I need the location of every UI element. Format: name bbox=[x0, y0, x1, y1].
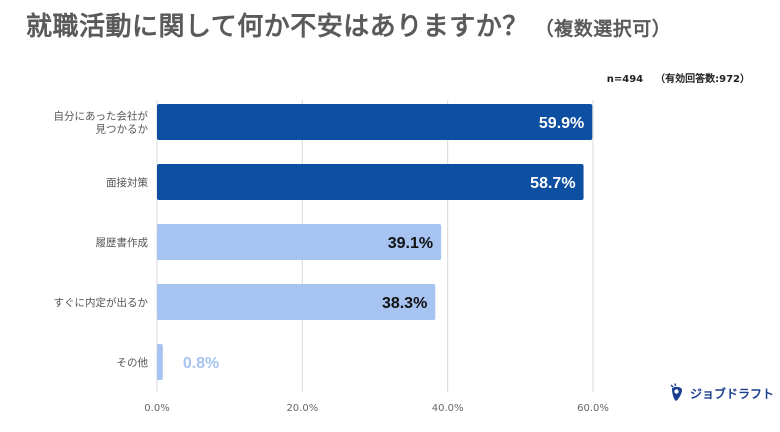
sample-size-n: n=494 bbox=[606, 74, 644, 85]
brand-logo-text: ジョブドラフト bbox=[690, 386, 775, 401]
chart-title: 就職活動に関して何か不安はありますか？ （複数選択可） bbox=[26, 6, 671, 43]
category-label: 自分にあった会社が bbox=[54, 110, 149, 123]
category-label: すぐに内定が出るか bbox=[54, 296, 149, 309]
sample-size-note: n=494 （有効回答数:972） bbox=[607, 70, 750, 85]
bar bbox=[157, 104, 593, 140]
data-label: 39.1% bbox=[388, 235, 433, 252]
category-label: 面接対策 bbox=[106, 176, 148, 189]
data-label: 59.9% bbox=[539, 115, 584, 132]
brand-logo: ジョブドラフト bbox=[668, 383, 774, 403]
data-label: 58.7% bbox=[530, 175, 575, 192]
category-label: 見つかるか bbox=[96, 124, 149, 136]
guitar-pick-icon bbox=[670, 383, 682, 401]
data-label: 0.8% bbox=[183, 355, 219, 372]
category-label: その他 bbox=[117, 356, 149, 369]
sample-size-valid: （有効回答数:972） bbox=[655, 74, 750, 85]
bar bbox=[157, 224, 442, 260]
bar bbox=[157, 284, 436, 320]
x-tick-label: 40.0% bbox=[432, 403, 464, 414]
x-tick-label: 60.0% bbox=[577, 403, 609, 414]
data-label: 38.3% bbox=[382, 295, 427, 312]
category-label: 履歴書作成 bbox=[96, 236, 149, 249]
x-tick-label: 0.0% bbox=[144, 403, 169, 414]
x-tick-label: 20.0% bbox=[286, 403, 318, 414]
bar bbox=[157, 344, 163, 380]
bar bbox=[157, 164, 584, 200]
chart-title-sub: （複数選択可） bbox=[534, 18, 672, 40]
chart-title-main: 就職活動に関して何か不安はありますか？ bbox=[26, 12, 529, 42]
